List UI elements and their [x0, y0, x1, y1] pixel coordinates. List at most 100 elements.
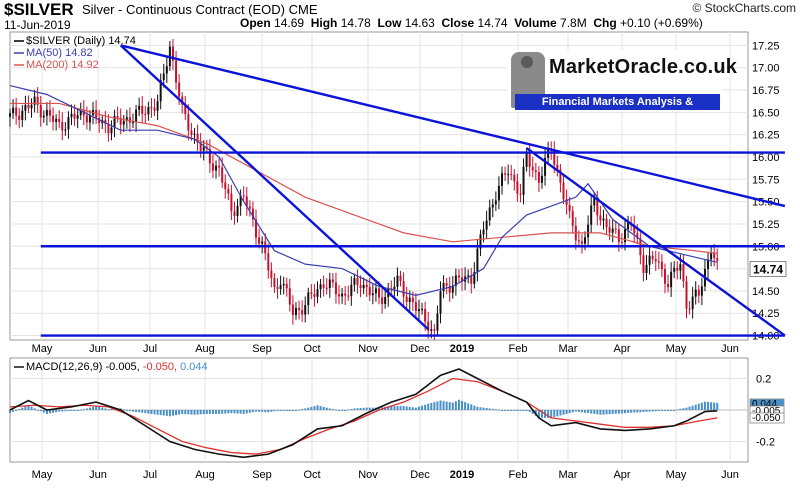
macd-histogram-bar: [663, 410, 666, 411]
macd-histogram-bar: [325, 407, 328, 410]
candle-body: [485, 220, 488, 230]
candle-body: [150, 107, 153, 109]
macd-histogram-bar: [433, 402, 436, 410]
candle-body: [417, 309, 420, 311]
source-credit[interactable]: © StockCharts.com: [692, 1, 796, 15]
macd-histogram-bar: [276, 410, 279, 411]
macd-histogram-bar: [36, 409, 39, 411]
volume-value: 7.8M: [560, 16, 587, 30]
macd-x-tick-label: May: [32, 469, 53, 481]
macd-histogram-bar: [608, 410, 611, 415]
macd-histogram-bar: [565, 410, 568, 414]
macd-histogram-bar: [322, 406, 325, 410]
logo-name: MarketOracle.co.uk: [549, 56, 738, 78]
macd-histogram-bar: [584, 410, 587, 413]
candle-body: [519, 193, 522, 195]
macd-histogram-bar: [451, 402, 454, 410]
macd-histogram-bar: [688, 406, 691, 410]
price-y-tick-label: 16.00: [752, 152, 780, 164]
macd-histogram-bar: [411, 407, 414, 410]
macd-histogram-bar: [482, 407, 485, 410]
macd-histogram-bar: [617, 410, 620, 414]
macd-histogram-bar: [110, 409, 113, 411]
macd-histogram-bar: [470, 404, 473, 410]
macd-histogram-bar: [310, 406, 313, 410]
candle-body: [713, 253, 716, 259]
candle-body: [153, 108, 156, 111]
candle-body: [488, 207, 491, 221]
macd-histogram-bar: [528, 410, 531, 412]
macd-histogram-bar: [682, 408, 685, 410]
candle-body: [144, 113, 147, 115]
candle-body: [608, 227, 611, 233]
price-legend-entry: MA(50) 14.82: [26, 47, 93, 59]
macd-histogram-bar: [205, 410, 208, 414]
macd-histogram-bar: [270, 410, 273, 412]
candle-body: [236, 206, 239, 216]
price-y-tick-label: 15.25: [752, 219, 780, 231]
macd-histogram-bar: [264, 410, 267, 413]
candle-body: [663, 269, 666, 284]
macd-histogram-bar: [424, 404, 427, 410]
macd-histogram-bar: [494, 409, 497, 411]
macd-histogram-bar: [405, 406, 408, 410]
candle-body: [282, 283, 285, 286]
candle-body: [79, 109, 82, 116]
last-price-label: 14.74: [753, 262, 783, 276]
candle-body: [61, 121, 64, 131]
candle-body: [457, 275, 460, 278]
macd-histogram-bar: [356, 408, 359, 410]
candle-body: [27, 104, 30, 109]
macd-histogram-bar: [285, 410, 288, 411]
macd-histogram-bar: [344, 410, 347, 411]
candle-body: [470, 275, 473, 284]
candle-body: [685, 281, 688, 309]
trendline: [120, 44, 786, 208]
price-x-tick-label: May: [32, 343, 53, 355]
macd-legend-part: MACD(12,26,9): [26, 361, 105, 373]
macd-histogram-bar: [42, 410, 45, 413]
macd-histogram-bar: [402, 406, 405, 410]
candle-body: [248, 206, 251, 209]
candle-body: [276, 287, 279, 289]
candle-body: [605, 218, 608, 228]
macd-histogram-bar: [61, 410, 64, 412]
candle-body: [230, 193, 233, 212]
macd-histogram-bar: [128, 410, 131, 411]
price-x-tick-label: Dec: [410, 343, 430, 355]
macd-histogram-bar: [365, 407, 368, 410]
macd-histogram-bar: [707, 401, 710, 410]
low-value: 14.63: [404, 16, 435, 30]
candle-body: [193, 133, 196, 135]
price-x-tick-label: Jun: [89, 343, 107, 355]
macd-histogram-bar: [132, 410, 134, 412]
macd-histogram-bar: [408, 406, 411, 410]
macd-histogram-bar: [645, 410, 648, 412]
candle-body: [141, 105, 144, 114]
marketoracle-logo: MarketOracle.co.uk Financial Markets Ana…: [507, 50, 737, 124]
candle-body: [476, 248, 479, 272]
macd-histogram-bar: [221, 410, 224, 414]
candle-body: [553, 150, 556, 165]
candle-body: [679, 264, 682, 271]
macd-histogram-bar: [159, 410, 162, 416]
candle-body: [55, 118, 58, 122]
macd-histogram-bar: [168, 410, 171, 417]
macd-histogram-bar: [476, 406, 479, 410]
price-x-tick-label: Nov: [358, 343, 378, 355]
macd-histogram-bar: [501, 410, 503, 411]
macd-histogram-bar: [350, 409, 353, 411]
candle-body: [331, 279, 334, 283]
candle-body: [660, 261, 663, 270]
macd-histogram-bar: [245, 410, 248, 414]
macd-histogram-bar: [98, 406, 101, 410]
candle-body: [482, 229, 485, 235]
macd-histogram-bar: [660, 410, 663, 411]
candle-body: [88, 115, 91, 123]
macd-histogram-bar: [313, 406, 316, 410]
candle-body: [122, 120, 125, 125]
candle-body: [245, 196, 248, 207]
macd-histogram-bar: [694, 404, 697, 410]
candle-body: [405, 296, 408, 302]
macd-histogram-bar: [574, 410, 577, 412]
